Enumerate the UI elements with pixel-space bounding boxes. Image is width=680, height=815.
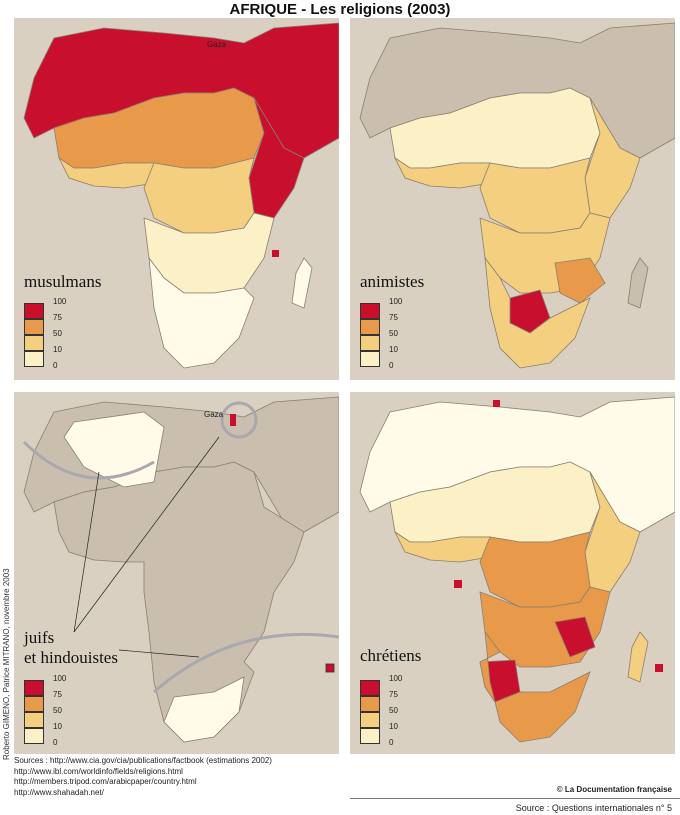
gaza-label: Gaza — [207, 40, 227, 49]
legend-label-0: 0 — [389, 361, 394, 370]
panel-label-muslims: musulmans — [24, 272, 102, 291]
legend-label-100: 100 — [389, 674, 403, 683]
legend-label-10: 10 — [53, 722, 62, 731]
legend-label-75: 75 — [53, 313, 62, 322]
legend-label-50: 50 — [53, 706, 62, 715]
legend-label-75: 75 — [53, 690, 62, 699]
legend-label-10: 10 — [389, 722, 398, 731]
panel-muslims: Gaza musulmans 100 75 50 10 0 — [14, 18, 339, 380]
map-animists — [350, 18, 675, 380]
legend-label-10: 10 — [53, 345, 62, 354]
legend-jews-hindus: 100 75 50 10 0 — [24, 674, 94, 747]
legend-label-75: 75 — [389, 313, 398, 322]
author-credit: Roberto GIMENO, Patrice MITRANO, novembr… — [2, 568, 11, 760]
panel-label-jews: juifs — [24, 628, 55, 647]
panel-animists: animistes 100 75 50 10 0 — [350, 18, 675, 380]
legend-label-10: 10 — [389, 345, 398, 354]
source-line[interactable]: http://www.ibl.com/worldinfo/fields/reli… — [14, 766, 183, 776]
legend-swatch-100 — [24, 303, 44, 319]
source-note: Source : Questions internationales n° 5 — [515, 803, 672, 813]
legend-label-100: 100 — [389, 297, 403, 306]
legend-label-50: 50 — [53, 329, 62, 338]
panel-label-animists: animistes — [360, 272, 425, 291]
map-jews-hindus — [14, 392, 339, 754]
legend-label-0: 0 — [53, 361, 58, 370]
panel-label-christians: chrétiens — [360, 646, 422, 665]
legend-label-100: 100 — [53, 297, 67, 306]
panel-label-hindus: et hindouistes — [24, 648, 118, 667]
panel-jews-hindus: Gaza juifs et hindouistes 100 75 50 10 0 — [14, 392, 339, 754]
legend-label-50: 50 — [389, 329, 398, 338]
source-line[interactable]: http://members.tripod.com/arabicpaper/co… — [14, 777, 197, 786]
map-christians — [350, 392, 675, 754]
gaza-label-2: Gaza — [204, 410, 224, 419]
sources-list: Sources : http://www.cia.gov/cia/publica… — [14, 756, 272, 798]
legend-label-50: 50 — [389, 706, 398, 715]
legend-label-0: 0 — [389, 738, 394, 747]
copyright: © La Documentation française — [556, 785, 672, 794]
source-line[interactable]: http://www.shahadah.net/ — [14, 787, 104, 797]
legend-swatch-75 — [24, 319, 44, 335]
legend-label-0: 0 — [53, 738, 58, 747]
map-muslims — [14, 18, 339, 380]
legend-swatch-10 — [24, 351, 44, 367]
legend-label-100: 100 — [53, 674, 67, 683]
legend-muslims: 100 75 50 10 0 — [24, 297, 94, 370]
legend-christians: 100 75 50 10 0 — [360, 674, 430, 747]
legend-swatch-50 — [24, 335, 44, 351]
source-line: Sources : http://www.cia.gov/cia/publica… — [14, 756, 272, 765]
divider — [350, 798, 680, 799]
map-title: AFRIQUE - Les religions (2003) — [229, 1, 451, 18]
legend-animists: 100 75 50 10 0 — [360, 297, 430, 370]
legend-label-75: 75 — [389, 690, 398, 699]
panel-christians: chrétiens 100 75 50 10 0 — [350, 392, 675, 754]
